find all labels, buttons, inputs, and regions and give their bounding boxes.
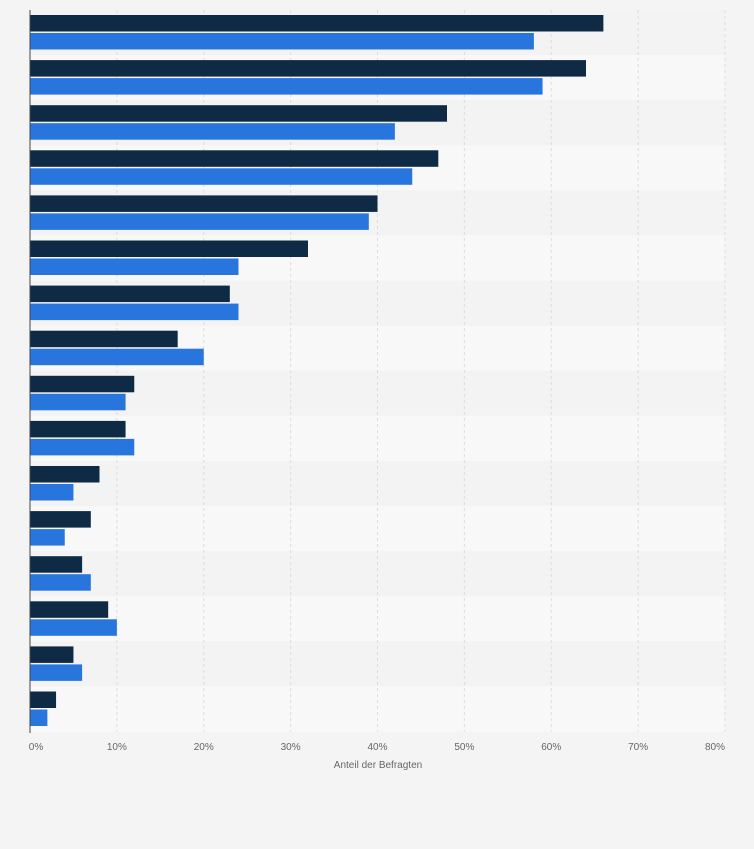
- bar-series-2[interactable]: [30, 213, 369, 230]
- bar-series-1[interactable]: [30, 15, 604, 32]
- bar-series-2[interactable]: [30, 348, 204, 366]
- x-tick-label: 60%: [541, 742, 561, 753]
- bar-series-1[interactable]: [30, 466, 100, 483]
- bar-series-1[interactable]: [30, 375, 135, 393]
- x-axis-label: Anteil der Befragten: [334, 760, 422, 771]
- bar-series-1[interactable]: [30, 105, 447, 122]
- bar-series-1[interactable]: [30, 330, 178, 348]
- x-tick-label: 20%: [194, 742, 214, 753]
- bar-series-1[interactable]: [30, 60, 586, 77]
- bar-series-2[interactable]: [30, 574, 91, 591]
- bar-series-2[interactable]: [30, 664, 83, 681]
- bar-series-2[interactable]: [30, 709, 48, 727]
- x-tick-label: 70%: [628, 742, 648, 753]
- bar-series-2[interactable]: [30, 78, 543, 95]
- bar-series-2[interactable]: [30, 438, 135, 456]
- x-tick-label: 40%: [367, 742, 387, 753]
- bar-series-1[interactable]: [30, 285, 230, 303]
- bar-series-2[interactable]: [30, 33, 534, 50]
- bar-series-2[interactable]: [30, 303, 239, 321]
- bar-series-2[interactable]: [30, 619, 117, 636]
- bar-series-1[interactable]: [30, 240, 308, 258]
- bar-series-1[interactable]: [30, 150, 439, 167]
- bar-series-1[interactable]: [30, 195, 378, 212]
- bar-series-1[interactable]: [30, 420, 126, 438]
- x-tick-label: 0%: [29, 742, 44, 753]
- x-tick-label: 10%: [107, 742, 127, 753]
- bar-series-1[interactable]: [30, 511, 91, 528]
- bar-series-1[interactable]: [30, 691, 57, 709]
- bar-series-2[interactable]: [30, 529, 65, 546]
- x-tick-label: 30%: [281, 742, 301, 753]
- bar-series-1[interactable]: [30, 601, 109, 618]
- bars: [30, 15, 604, 727]
- bar-series-2[interactable]: [30, 258, 239, 276]
- bar-series-1[interactable]: [30, 646, 74, 663]
- bar-series-1[interactable]: [30, 556, 83, 573]
- bar-series-2[interactable]: [30, 123, 395, 140]
- x-tick-labels: 0% 10% 20% 30% 40% 50% 60% 70% 80%: [29, 742, 725, 753]
- bar-series-2[interactable]: [30, 168, 413, 185]
- x-tick-label: 50%: [454, 742, 474, 753]
- bar-series-2[interactable]: [30, 484, 74, 501]
- x-tick-label: 80%: [705, 742, 725, 753]
- bar-series-2[interactable]: [30, 393, 126, 411]
